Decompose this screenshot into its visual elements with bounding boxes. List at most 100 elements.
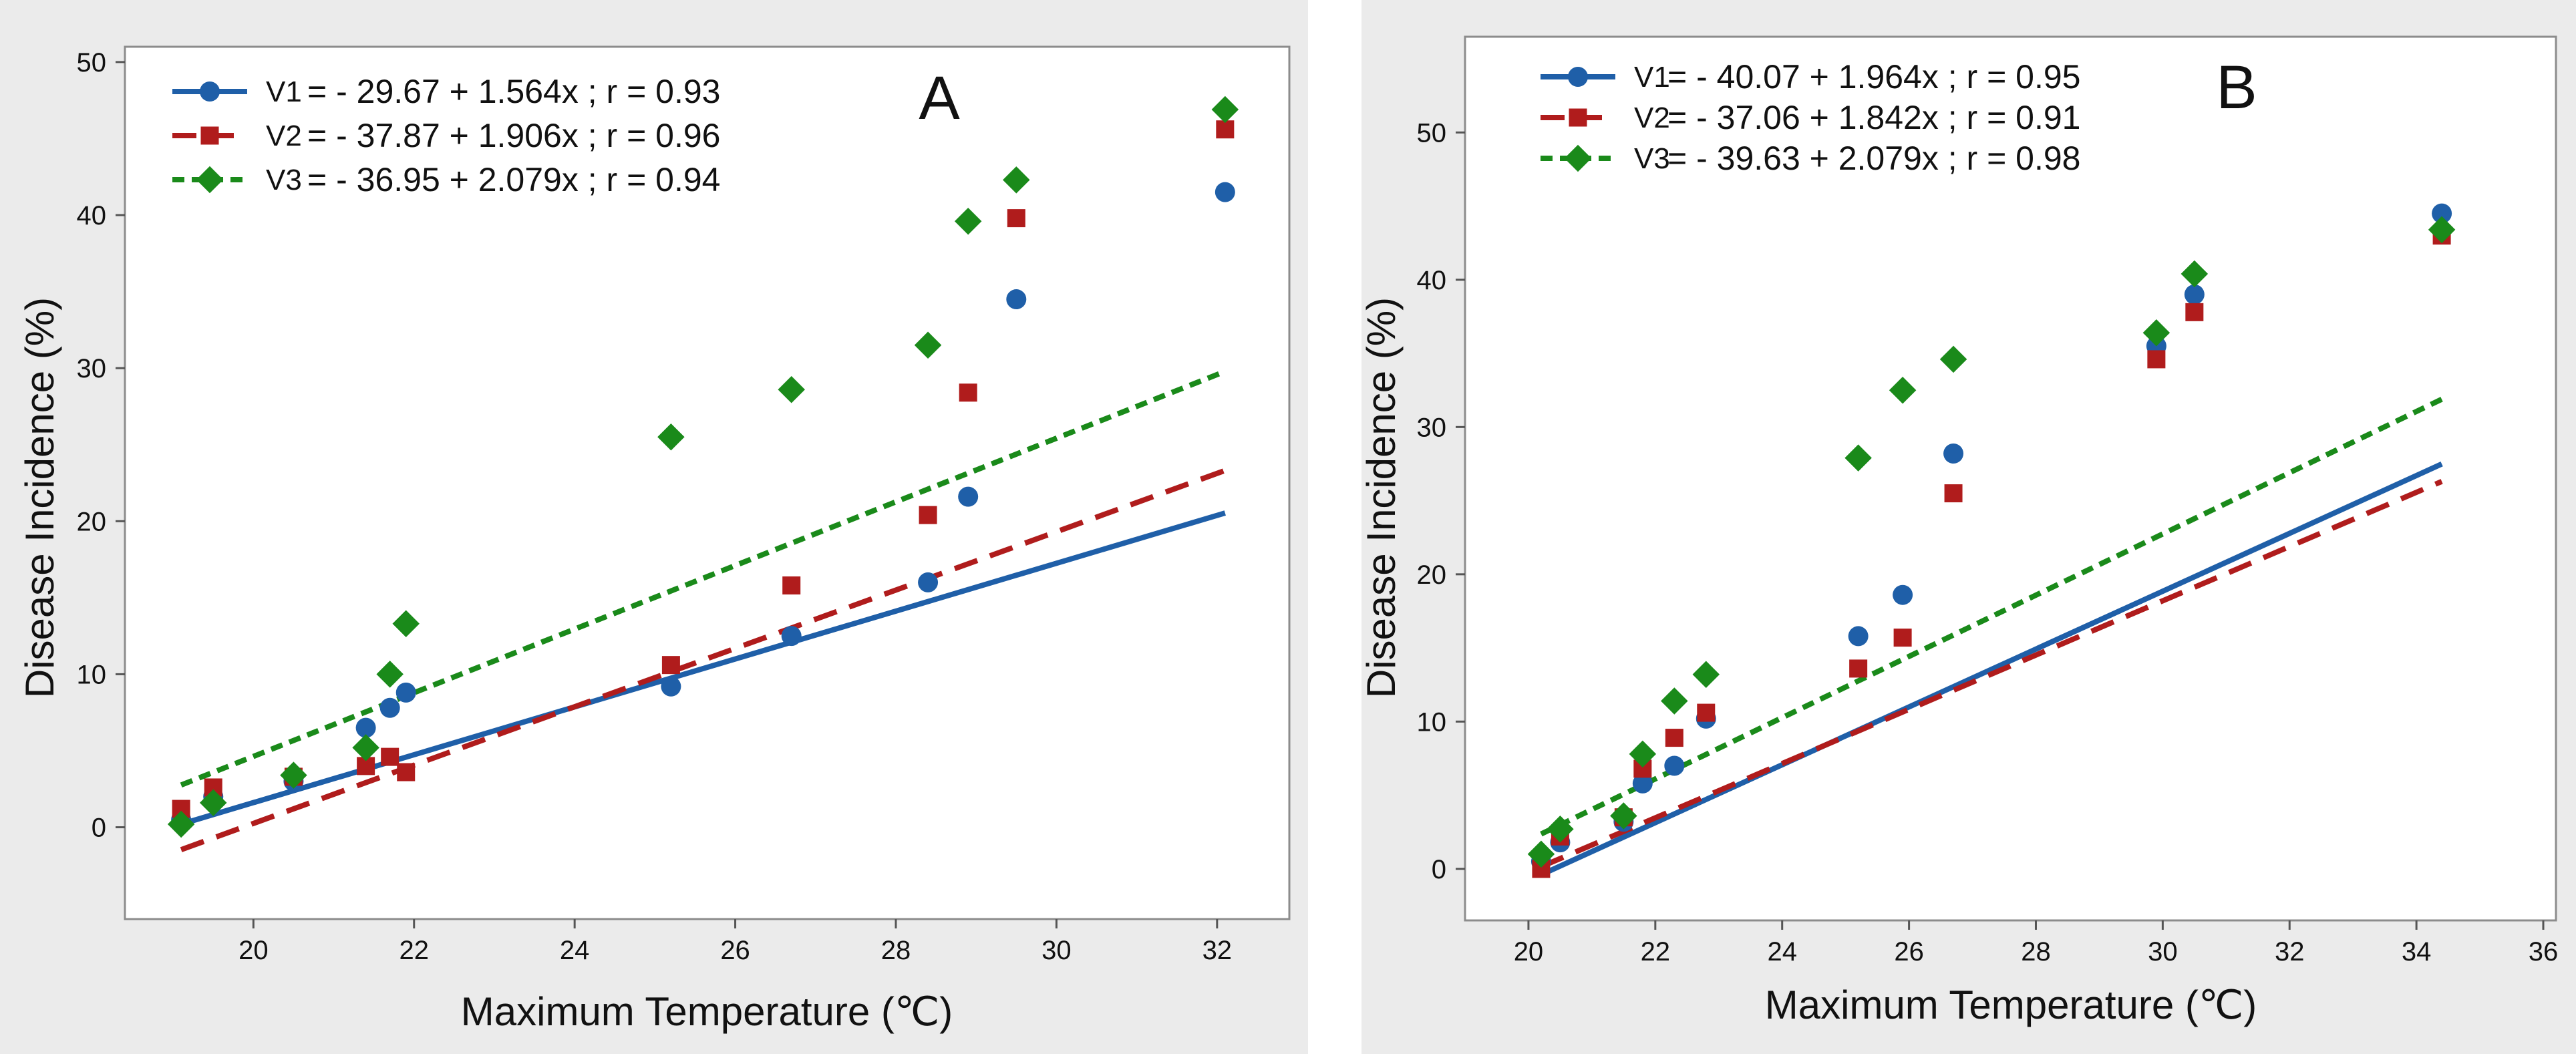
panel-a-fit-line-v3	[180, 369, 1227, 788]
panel-a-y-tick-label: 50	[77, 48, 107, 77]
panel-b-marks: 20 22 24 26 28 30 32 34 36 0 10 20 30 40 50 V1= - 40.07…	[1417, 58, 2559, 967]
panel-a: 20 22 24 26 28 30 32 0 10 20 30 40 50 V1 = - 29.67 + 1…	[0, 0, 1308, 1054]
panel-b-point-v2	[1849, 659, 1868, 678]
legend-name-v1: V1	[1634, 61, 1670, 94]
legend-equation-v1: = - 40.07 + 1.964x ; r = 0.95	[1667, 58, 2080, 96]
panel-b-point-v3	[2428, 216, 2456, 244]
panel-b-fit-line-v2	[1540, 479, 2443, 870]
panel-a-x-tick-label: 24	[560, 936, 590, 965]
legend-marker-v1	[1568, 67, 1588, 87]
panel-b-point-v3	[1661, 687, 1688, 715]
panel-a-point-v1	[958, 486, 979, 507]
panel-b-x-tick-label: 22	[1641, 937, 1671, 967]
panel-a-point-v2	[397, 763, 416, 781]
panel-b-point-v2	[1893, 629, 1912, 647]
panel-a-point-v3	[657, 423, 685, 451]
panel-a-point-v1	[395, 682, 416, 703]
panel-b-point-v3	[1692, 661, 1720, 689]
panel-a-x-tick-label: 30	[1041, 936, 1072, 965]
panel-b-point-v3	[1610, 802, 1637, 830]
panel-b-y-tick-label: 10	[1417, 707, 1447, 737]
legend-marker-v1	[200, 81, 220, 102]
panel-b-point-v1	[2184, 284, 2205, 305]
panel-a-fit-line-v1	[180, 510, 1226, 827]
panel-b-x-tick-label: 20	[1514, 937, 1544, 967]
panel-b-point-v3	[1844, 444, 1872, 472]
panel-a-point-v2	[1007, 209, 1025, 228]
panel-b-x-tick-label: 34	[2402, 937, 2432, 967]
legend-equation-v1: = - 29.67 + 1.564x ; r = 0.93	[307, 73, 720, 110]
legend-equation-v2: = - 37.87 + 1.906x ; r = 0.96	[307, 117, 720, 154]
panel-b-fit-line-v1	[1540, 461, 2443, 878]
panel-b-point-v3	[1547, 816, 1574, 843]
panel-b-point-v1	[1664, 755, 1685, 776]
panel-b-y-tick-label: 0	[1432, 855, 1446, 884]
panel-b-point-v2	[1697, 703, 1716, 722]
legend-name-v2: V2	[1634, 102, 1670, 134]
legend-name-v3: V3	[266, 164, 302, 196]
panel-b-x-tick-label: 36	[2529, 937, 2559, 967]
panel-a-point-v3	[1211, 96, 1239, 124]
panel-b-y-tick-label: 40	[1417, 266, 1447, 295]
panel-b-y-tick-label: 30	[1417, 413, 1447, 442]
panel-a-x-tick-label: 20	[238, 936, 269, 965]
panel-a-point-v1	[918, 572, 939, 592]
panel-a-point-v3	[352, 734, 379, 761]
panel-b-x-tick-label: 30	[2148, 937, 2178, 967]
panel-a-point-v3	[778, 375, 805, 403]
panel-a-point-v1	[1215, 182, 1235, 202]
panel-b-label: B	[2216, 53, 2257, 122]
panel-b-point-v3	[2181, 260, 2209, 288]
panel-a-x-tick-label: 28	[881, 936, 911, 965]
panel-a-point-v3	[167, 810, 195, 838]
panel-b-x-tick-label: 28	[2021, 937, 2051, 967]
panel-b-y-axis-label: Disease Incidence (%)	[1359, 297, 1404, 698]
panel-a-label: A	[919, 64, 960, 132]
panel-a-point-v3	[376, 661, 404, 688]
panel-b-fit-line-v3	[1540, 397, 2443, 837]
panel-a-x-tick-label: 22	[399, 936, 429, 965]
panel-b-point-v3	[1527, 840, 1555, 868]
panel-a-point-v3	[954, 207, 982, 235]
panel-b-point-v1	[1943, 444, 1964, 464]
panel-b-point-v1	[1632, 773, 1653, 794]
panel-a-point-v2	[381, 747, 399, 766]
panel-b-point-v3	[1939, 345, 1967, 373]
legend-name-v2: V2	[266, 120, 302, 152]
panel-a-x-tick-label: 32	[1202, 936, 1233, 965]
legend-equation-v3: = - 39.63 + 2.079x ; r = 0.98	[1667, 140, 2080, 177]
legend-marker-v3	[1564, 144, 1592, 172]
panel-b-point-v3	[1629, 740, 1657, 768]
legend-name-v3: V3	[1634, 142, 1670, 175]
legend-name-v1: V1	[266, 75, 302, 108]
legend-equation-v3: = - 36.95 + 2.079x ; r = 0.94	[307, 161, 720, 198]
panel-a-point-v1	[355, 717, 376, 738]
panel-b-point-v1	[2432, 203, 2452, 224]
panel-a-point-v2	[919, 506, 937, 524]
legend-marker-v2	[200, 126, 219, 145]
panel-a-point-v2	[782, 576, 801, 595]
panel-a-point-v1	[781, 626, 802, 647]
panel-b-x-tick-label: 26	[1894, 937, 1924, 967]
panel-a-point-v2	[959, 383, 977, 402]
panel-b-point-v2	[1665, 729, 1683, 747]
panel-a-point-v1	[1006, 289, 1027, 310]
panel-a-y-tick-label: 30	[77, 354, 107, 383]
panel-b-point-v2	[2147, 350, 2166, 369]
panel-b-point-v3	[1889, 376, 1917, 404]
panel-a-point-v3	[280, 761, 307, 789]
panel-b-point-v2	[2185, 303, 2204, 321]
panel-b-legend: V1= - 40.07 + 1.964x ; r = 0.95 V2= - 37.…	[1541, 58, 2080, 177]
legend-marker-v3	[196, 166, 224, 194]
panel-a-point-v1	[661, 676, 681, 697]
panel-b-point-v2	[1944, 484, 1963, 503]
panel-b-x-tick-label: 32	[2275, 937, 2305, 967]
panel-a-y-tick-label: 40	[77, 201, 107, 230]
panel-b-point-v3	[2142, 319, 2170, 347]
panel-a-plot-area	[124, 45, 1291, 920]
panel-a-point-v3	[199, 789, 227, 817]
panel-b: 20 22 24 26 28 30 32 34 36 0 10 20 30 40 50 V1= - 40.07…	[1359, 0, 2576, 1054]
panel-a-point-v1	[379, 697, 400, 718]
